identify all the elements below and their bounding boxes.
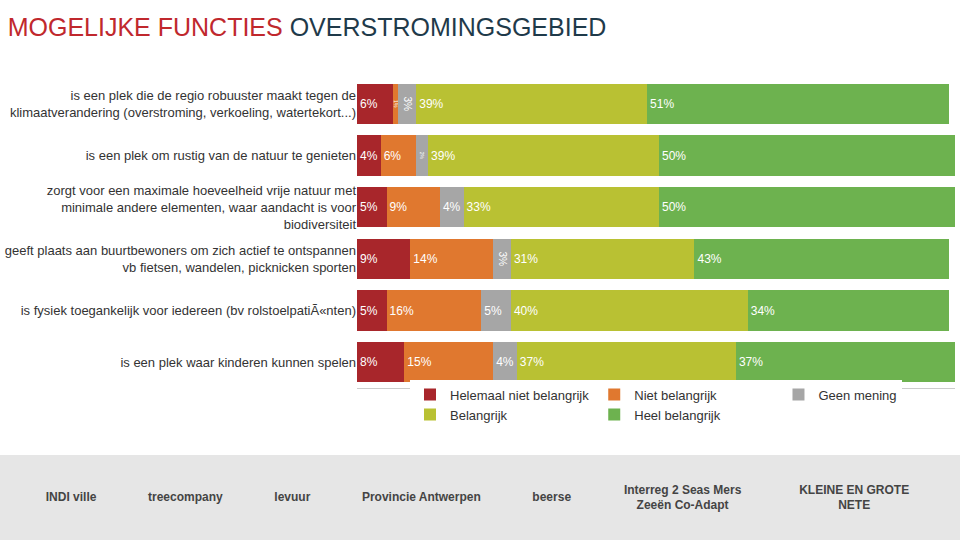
- svg-text:40%: 40%: [514, 304, 538, 318]
- svg-text:39%: 39%: [419, 97, 443, 111]
- svg-text:2%: 2%: [419, 152, 425, 160]
- svg-text:5%: 5%: [360, 304, 378, 318]
- html-text:levuur: levuur: [274, 490, 311, 505]
- svg-text:16%: 16%: [390, 304, 414, 318]
- svg-text:6%: 6%: [384, 149, 402, 163]
- html-text:Provincie Antwerpen: Provincie Antwerpen: [361, 490, 481, 505]
- svg-text:43%: 43%: [697, 252, 721, 266]
- svg-text:15%: 15%: [407, 355, 431, 369]
- svg-text:9%: 9%: [390, 200, 408, 214]
- svg-text:MOGELIJKE FUNCTIES OVERSTROMIN: MOGELIJKE FUNCTIES OVERSTROMINGSGEBIED: [8, 13, 607, 41]
- svg-text:Niet belangrijk: Niet belangrijk: [634, 388, 717, 403]
- svg-text:34%: 34%: [751, 304, 775, 318]
- svg-text:Geen mening: Geen mening: [818, 388, 896, 403]
- svg-text:5%: 5%: [360, 200, 378, 214]
- svg-text:zorgt voor een maximale hoevee: zorgt voor een maximale hoeveelheid vrij…: [47, 183, 357, 232]
- html-text:beerse: beerse: [532, 490, 572, 505]
- html-text:treecompany: treecompany: [148, 490, 223, 505]
- svg-text:8%: 8%: [360, 355, 378, 369]
- svg-text:6%: 6%: [360, 97, 378, 111]
- svg-text:Heel belangrijk: Heel belangrijk: [634, 408, 720, 423]
- html-text:KLEINE EN GROTE NETE: KLEINE EN GROTE NETE: [799, 483, 910, 512]
- svg-text:39%: 39%: [431, 149, 455, 163]
- svg-text:31%: 31%: [514, 252, 538, 266]
- svg-text:is een plek waar kinderen kunn: is een plek waar kinderen kunnen spelen: [120, 355, 356, 370]
- svg-text:51%: 51%: [650, 97, 674, 111]
- svg-text:Belangrijk: Belangrijk: [450, 408, 508, 423]
- html-text:Interreg 2 Seas Mers Zeeën Co-: Interreg 2 Seas Mers Zeeën Co-Adapt: [623, 483, 742, 512]
- svg-text:is een plek die de regio robuu: is een plek die de regio robuuster maakt…: [10, 88, 356, 120]
- svg-text:5%: 5%: [484, 304, 502, 318]
- svg-text:3%: 3%: [402, 96, 413, 111]
- svg-text:50%: 50%: [662, 200, 686, 214]
- svg-text:37%: 37%: [520, 355, 544, 369]
- svg-text:4%: 4%: [496, 355, 514, 369]
- svg-text:4%: 4%: [443, 200, 461, 214]
- svg-text:33%: 33%: [467, 200, 491, 214]
- svg-text:9%: 9%: [360, 252, 378, 266]
- svg-text:geeft plaats aan buurtbewoners: geeft plaats aan buurtbewoners om zich a…: [5, 243, 356, 275]
- svg-text:3%: 3%: [497, 251, 508, 266]
- svg-text:4%: 4%: [360, 149, 378, 163]
- svg-text:Helemaal niet belangrijk: Helemaal niet belangrijk: [450, 388, 589, 403]
- svg-text:37%: 37%: [739, 355, 763, 369]
- html-text:INDI ville: INDI ville: [45, 490, 97, 505]
- svg-text:14%: 14%: [413, 252, 437, 266]
- svg-text:is fysiek toegankelijk voor ie: is fysiek toegankelijk voor iedereen (bv…: [21, 303, 356, 318]
- svg-text:50%: 50%: [662, 149, 686, 163]
- svg-text:is een plek om rustig van de n: is een plek om rustig van de natuur te g…: [86, 148, 356, 163]
- svg-text:1%: 1%: [393, 100, 399, 108]
